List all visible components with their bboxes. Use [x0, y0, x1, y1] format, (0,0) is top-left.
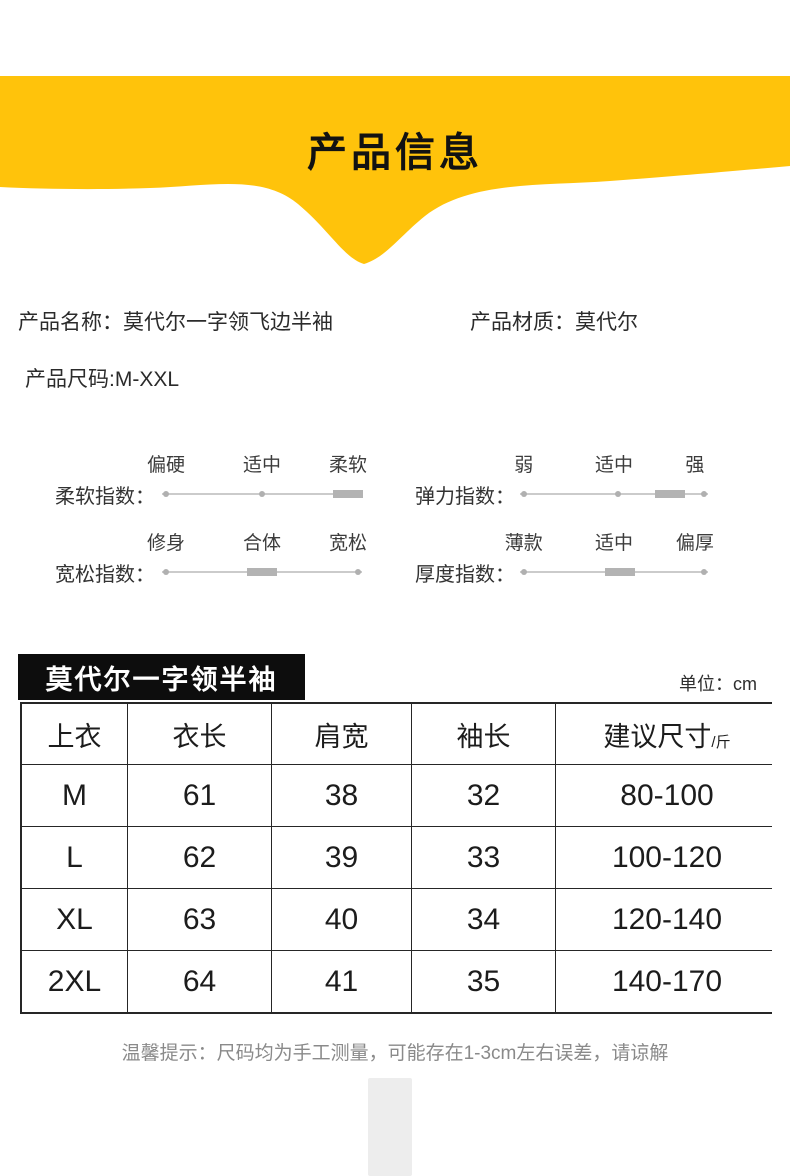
table-header-cell: 建议尺寸/斤 — [556, 704, 778, 764]
tick-label: 偏厚 — [675, 533, 714, 554]
tick-label: 弱 — [514, 455, 534, 476]
table-cell: 2XL — [22, 951, 127, 1012]
table-cell: 34 — [412, 889, 555, 950]
slider-label: 宽松指数： — [55, 564, 155, 586]
tick-label: 合体 — [242, 533, 282, 554]
slider-dot — [259, 491, 265, 497]
product-size-value: M-XXL — [114, 368, 180, 391]
table-cell: 63 — [128, 889, 271, 950]
product-size-label: 产品尺码: — [25, 368, 115, 391]
table-cell: L — [22, 827, 127, 888]
table-header-cell: 衣长 — [128, 704, 271, 764]
table-header-cell: 上衣 — [22, 704, 127, 764]
table-cell: 39 — [272, 827, 411, 888]
slider-dot — [701, 569, 708, 575]
table-cell: 140-170 — [556, 951, 778, 1012]
table-header-cell: 肩宽 — [272, 704, 411, 764]
slider-indicator — [655, 490, 686, 498]
slider-track — [162, 490, 363, 498]
banner-wave — [0, 76, 790, 264]
banner-wave-path — [0, 76, 790, 264]
slider-label: 柔软指数： — [55, 486, 155, 508]
bottom-scroll-indicator — [368, 1078, 412, 1176]
tick-label: 偏硬 — [146, 455, 186, 476]
slider-indicator — [333, 490, 363, 498]
table-cell: M — [22, 765, 127, 826]
slider-label: 弹力指数： — [415, 486, 515, 508]
table-header-label: 建议尺寸 — [603, 721, 712, 752]
table-cell: 64 — [128, 951, 271, 1012]
page-title: 产品信息 — [307, 131, 483, 175]
looseness-index-slider: 宽松指数： 修身 合体 宽松 — [55, 528, 367, 586]
table-cell: 61 — [128, 765, 271, 826]
tick-label: 适中 — [594, 533, 634, 554]
slider-dot — [163, 491, 169, 497]
slider-ticks: 修身 合体 宽松 — [147, 528, 367, 554]
slider-dot — [614, 491, 621, 497]
tick-label: 强 — [685, 455, 705, 476]
table-cell: XL — [22, 889, 127, 950]
product-material-line: 产品材质：莫代尔 — [470, 306, 638, 336]
table-cell: 35 — [412, 951, 555, 1012]
tick-label: 修身 — [146, 533, 186, 554]
product-name-value: 莫代尔一字领飞边半袖 — [123, 311, 333, 334]
table-cell: 100-120 — [556, 827, 778, 888]
table-header-cell: 袖长 — [412, 704, 555, 764]
table-cell: 38 — [272, 765, 411, 826]
product-name-label: 产品名称： — [18, 311, 123, 334]
tick-label: 柔软 — [328, 455, 368, 476]
slider-indicator — [247, 568, 277, 576]
table-cell: 120-140 — [556, 889, 778, 950]
slider-track — [520, 568, 708, 576]
table-cell: 80-100 — [556, 765, 778, 826]
product-material-label: 产品材质： — [470, 311, 575, 334]
size-table: 上衣 衣长 肩宽 袖长 建议尺寸/斤 M 61 38 32 80-100 L 62 39 33 1… — [20, 702, 778, 1014]
table-cell: 41 — [272, 951, 411, 1012]
table-cell: 33 — [412, 827, 555, 888]
slider-label: 厚度指数： — [415, 564, 515, 586]
slider-ticks: 偏硬 适中 柔软 — [147, 450, 367, 476]
slider-indicator — [604, 568, 635, 576]
slider-ticks: 薄款 适中 偏厚 — [505, 528, 714, 554]
slider-line — [520, 493, 708, 495]
table-header-unit: /斤 — [711, 734, 731, 751]
product-material-value: 莫代尔 — [575, 311, 638, 334]
tick-label: 适中 — [594, 455, 634, 476]
slider-dot — [355, 569, 361, 575]
table-cell: 40 — [272, 889, 411, 950]
footnote: 温馨提示：尺码均为手工测量，可能存在1-3cm左右误差，请谅解 — [121, 1043, 669, 1064]
table-cell: 62 — [128, 827, 271, 888]
slider-dot — [163, 569, 169, 575]
unit-note: 单位：cm — [679, 674, 757, 694]
slider-dot — [701, 491, 708, 497]
table-cell: 32 — [412, 765, 555, 826]
slider-track — [162, 568, 362, 576]
elasticity-index-slider: 弹力指数： 弱 适中 强 — [415, 450, 711, 508]
slider-ticks: 弱 适中 强 — [514, 450, 708, 476]
slider-track — [520, 490, 708, 498]
tick-label: 薄款 — [504, 533, 543, 554]
product-name-line: 产品名称：莫代尔一字领飞边半袖 — [18, 306, 333, 336]
slider-dot — [520, 569, 527, 575]
slider-dot — [520, 491, 527, 497]
tick-label: 宽松 — [328, 533, 368, 554]
softness-index-slider: 柔软指数： 偏硬 适中 柔软 — [55, 450, 367, 508]
product-size-line: 产品尺码:M-XXL — [25, 363, 179, 393]
thickness-index-slider: 厚度指数： 薄款 适中 偏厚 — [415, 528, 714, 586]
tick-label: 适中 — [242, 455, 282, 476]
size-chart-heading: 莫代尔一字领半袖 — [18, 654, 305, 700]
